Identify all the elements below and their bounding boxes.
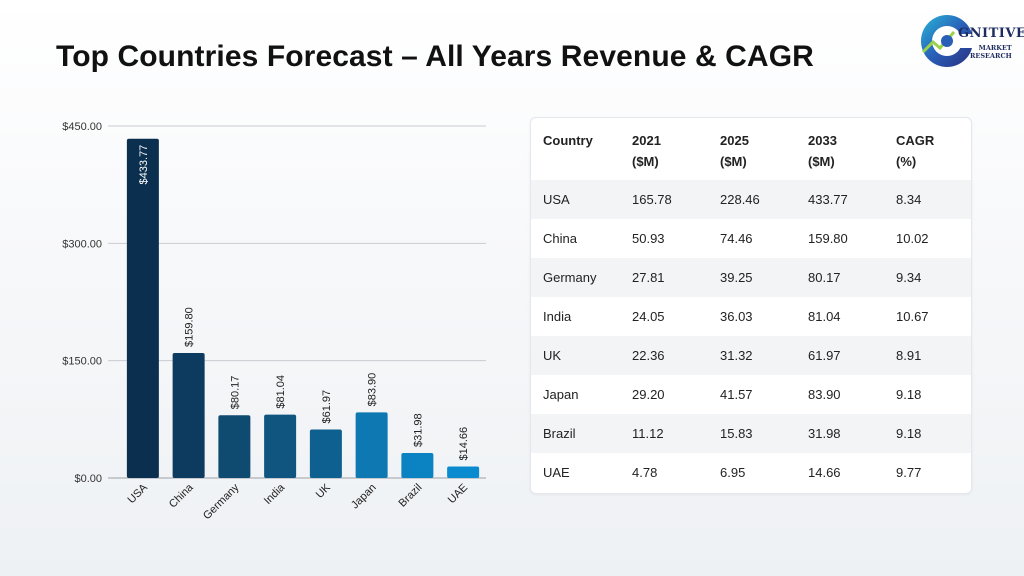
x-tick-label: India [262, 481, 288, 507]
bar-india [264, 414, 297, 478]
table-row: Germany 27.81 39.25 80.17 9.34 [531, 258, 971, 297]
table-row: USA 165.78 228.46 433.77 8.34 [531, 180, 971, 219]
cell-country: Germany [543, 270, 597, 285]
header-country: Country [543, 133, 593, 148]
cell-2025: 228.46 [720, 192, 760, 207]
cell-2025: 36.03 [720, 309, 753, 324]
x-tick-label: UK [314, 481, 334, 501]
header-cagr: CAGR (%) [896, 133, 935, 169]
cell-2025: 39.25 [720, 270, 753, 285]
table-row: UAE 4.78 6.95 14.66 9.77 [531, 453, 971, 492]
x-tick-label: China [167, 481, 196, 510]
bar-value-label: $61.97 [321, 390, 333, 424]
bar-value-label: $31.98 [412, 413, 424, 447]
header-2033: 2033 ($M) [808, 133, 837, 169]
cell-2025: 15.83 [720, 426, 753, 441]
cell-2021: 50.93 [632, 231, 665, 246]
cell-2025: 74.46 [720, 231, 753, 246]
cell-2033: 83.90 [808, 387, 841, 402]
revenue-bar-chart: $0.00 $150.00 $300.00 $450.00 $433.77 USA $159… [62, 121, 486, 522]
cell-cagr: 9.34 [896, 270, 922, 285]
cell-2025: 31.32 [720, 348, 753, 363]
cell-country: UAE [543, 465, 570, 480]
cell-2033: 81.04 [808, 309, 841, 324]
cell-country: USA [543, 192, 570, 207]
cell-2021: 11.12 [632, 426, 664, 441]
cell-2033: 31.98 [808, 426, 841, 441]
cell-2033: 80.17 [808, 270, 841, 285]
cell-cagr: 10.67 [896, 309, 929, 324]
page-title: Top Countries Forecast – All Years Reven… [56, 40, 814, 73]
bar-value-label: $14.66 [458, 427, 470, 461]
bar-value-label: $81.04 [275, 375, 287, 409]
bar-value-label: $159.80 [184, 307, 196, 347]
bar-germany [218, 415, 251, 478]
cell-cagr: 10.02 [896, 231, 929, 246]
x-tick-label: UAE [446, 482, 470, 506]
bar-china [172, 353, 205, 478]
cell-country: China [543, 231, 577, 246]
logo-mark-icon [921, 15, 974, 67]
header-2025: 2025 ($M) [720, 133, 749, 169]
cell-2033: 61.97 [808, 348, 841, 363]
cell-2033: 14.66 [808, 465, 841, 480]
cell-cagr: 8.91 [896, 348, 922, 363]
table-row: China 50.93 74.46 159.80 10.02 [531, 219, 971, 258]
bar-japan [355, 412, 388, 478]
y-tick-label: $450.00 [62, 121, 102, 133]
cell-cagr: 9.18 [896, 426, 922, 441]
forecast-table: Country 2021 ($M) 2025 ($M) 2033 ($M) CAGR(… [531, 118, 971, 492]
logo-word: GNITIVE [958, 26, 1024, 41]
x-tick-label: Germany [201, 481, 242, 522]
x-tick-label: Japan [349, 482, 379, 512]
bar-usa [126, 138, 159, 478]
cell-2025: 6.95 [720, 465, 746, 480]
cell-2033: 433.77 [808, 192, 848, 207]
table-row: Japan 29.20 41.57 83.90 9.18 [531, 375, 971, 414]
bar-uk [309, 429, 342, 478]
bar-value-label: $83.90 [367, 373, 379, 407]
logo-sub-line-2: RESEARCH [970, 52, 1012, 60]
bar-uae [447, 466, 480, 478]
cell-2021: 165.78 [632, 192, 672, 207]
cell-cagr: 9.18 [896, 387, 922, 402]
gridlines [108, 125, 486, 479]
y-tick-label: $0.00 [74, 473, 102, 485]
cell-country: India [543, 309, 572, 324]
bar-brazil [401, 452, 434, 478]
header-2021: 2021 ($M) [632, 133, 661, 169]
cell-2021: 22.36 [632, 348, 665, 363]
cell-2021: 29.20 [632, 387, 665, 402]
company-logo: GNITIVE MARKET RESEARCH [918, 12, 1024, 74]
cell-2021: 27.81 [632, 270, 665, 285]
table-row: UK 22.36 31.32 61.97 8.91 [531, 336, 971, 375]
bar-value-label: $433.77 [138, 145, 150, 185]
y-tick-label: $300.00 [62, 238, 102, 250]
cell-2021: 4.78 [632, 465, 658, 480]
table-row: Brazil 11.12 15.83 31.98 9.18 [531, 414, 971, 453]
logo-subtitle: MARKET RESEARCH [970, 44, 1012, 60]
cell-cagr: 9.77 [896, 465, 922, 480]
cell-country: UK [543, 348, 562, 363]
table-header-row: Country 2021 ($M) 2025 ($M) 2033 ($M) CAGR(… [531, 118, 971, 180]
cell-2033: 159.80 [808, 231, 848, 246]
logo-sub-line-1: MARKET [978, 44, 1012, 52]
cell-country: Brazil [543, 426, 576, 441]
y-tick-label: $150.00 [62, 356, 102, 368]
bar-value-label: $80.17 [229, 376, 241, 410]
cell-cagr: 8.34 [896, 192, 922, 207]
bars [126, 138, 480, 478]
x-tick-label: USA [126, 481, 151, 506]
cell-2021: 24.05 [632, 309, 665, 324]
cell-country: Japan [543, 387, 579, 402]
forecast-table-card: Country 2021 ($M) 2025 ($M) 2033 ($M) CAGR(… [530, 117, 972, 494]
cell-2025: 41.57 [720, 387, 753, 402]
x-tick-label: Brazil [397, 482, 425, 510]
table-row: India 24.05 36.03 81.04 10.67 [531, 297, 971, 336]
